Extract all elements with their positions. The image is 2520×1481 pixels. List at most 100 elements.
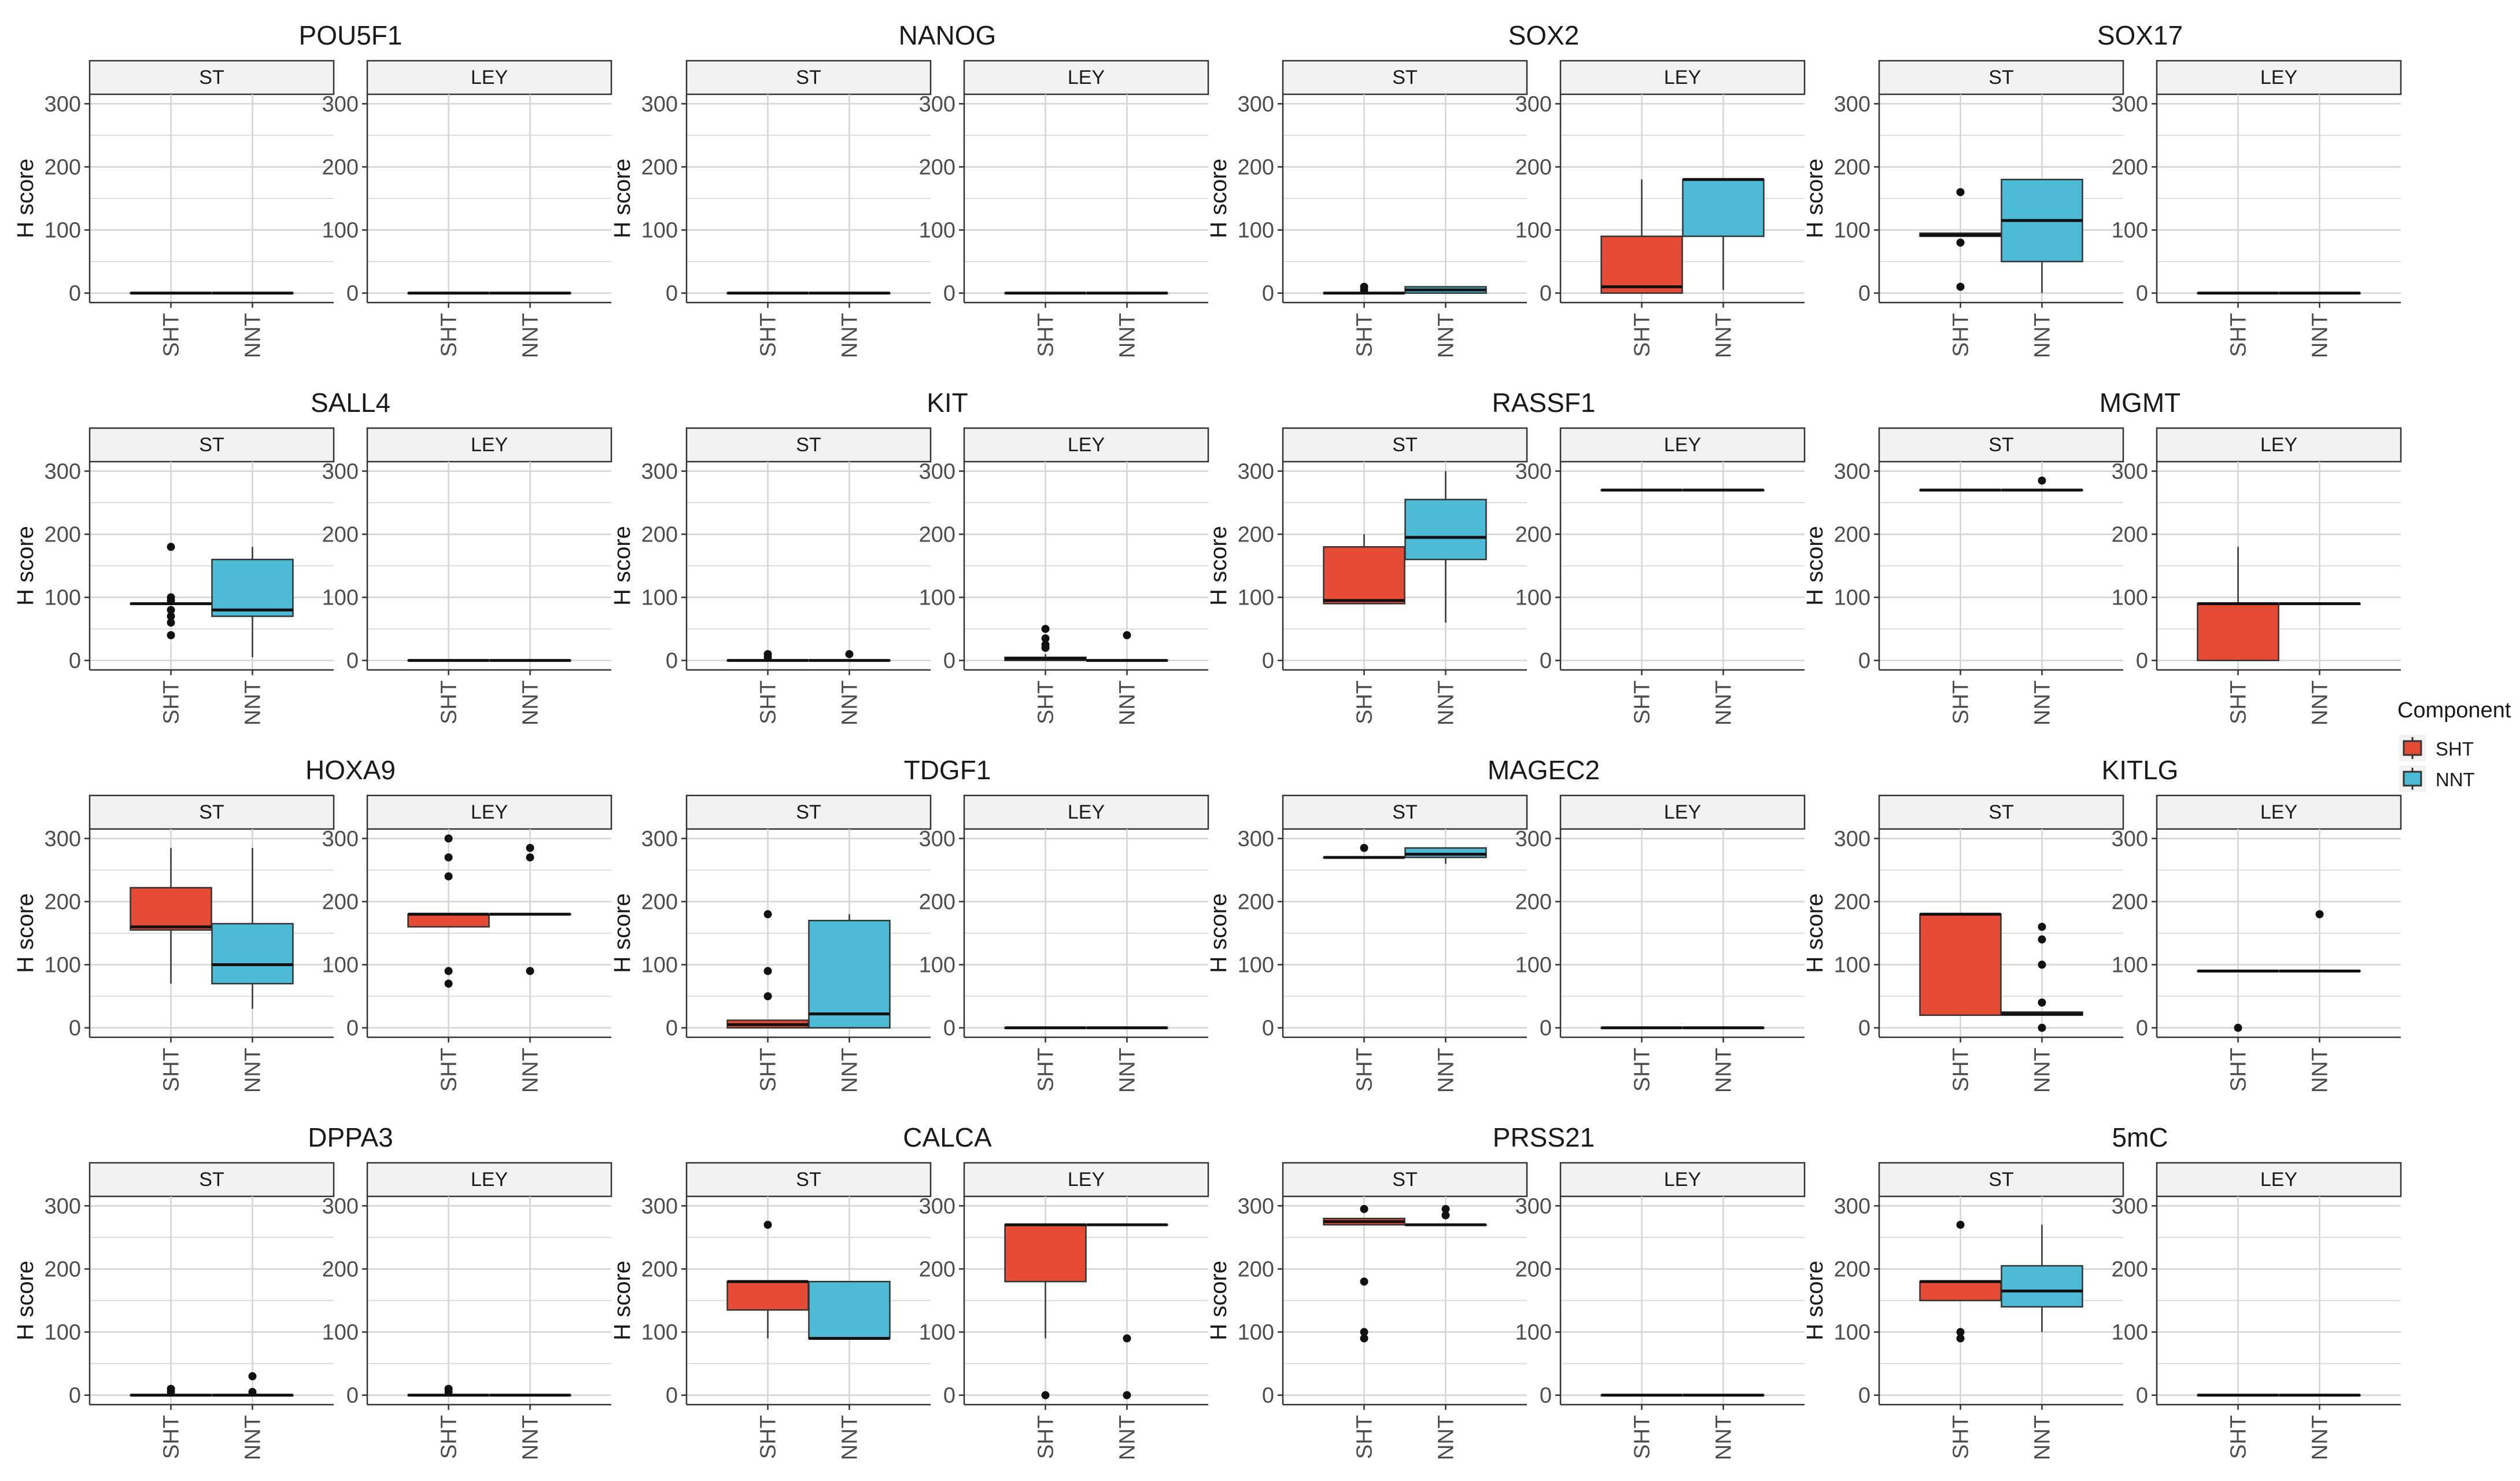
box-nnt <box>489 843 571 975</box>
facet-strip <box>1282 60 1528 95</box>
y-tick-label: 200 <box>919 1257 955 1281</box>
x-tick-label: SHT <box>1949 680 1973 724</box>
x-tick-label: SHT <box>160 313 184 357</box>
x-tick-label: NNT <box>241 1048 265 1093</box>
y-tick-label: 200 <box>2112 1257 2148 1281</box>
facet-strip-label: ST <box>796 1169 821 1191</box>
outlier-point <box>763 653 772 662</box>
facet-st: ST 0 100 200 300 SHT NNT <box>641 60 932 358</box>
facet-strip-label: ST <box>1392 801 1417 823</box>
x-tick-label: SHT <box>1034 313 1058 357</box>
y-tick-label: 300 <box>1238 1194 1274 1218</box>
box-nnt <box>1682 178 1765 290</box>
y-tick-label: 0 <box>943 1016 955 1041</box>
y-tick-label: 100 <box>641 953 678 978</box>
facet-ley: LEY 0 100 200 300 SHT NNT <box>322 794 613 1093</box>
y-tick-label: 200 <box>641 155 678 179</box>
x-tick-label: SHT <box>160 680 184 724</box>
y-tick-label: 0 <box>666 649 678 673</box>
box-sht <box>1004 1223 1087 1399</box>
outlier-point <box>1360 286 1368 294</box>
x-tick-label: NNT <box>2308 680 2332 725</box>
facet-strip <box>366 427 613 463</box>
panel-title: HOXA9 <box>305 755 396 785</box>
x-tick-label: NNT <box>518 680 543 725</box>
facet-strip-label: ST <box>1988 67 2013 89</box>
box-body <box>1919 913 2002 1016</box>
y-tick-label: 200 <box>322 1257 359 1281</box>
facet-strip <box>88 60 335 95</box>
outlier-point <box>1360 1204 1368 1213</box>
x-tick-label: NNT <box>837 1415 862 1460</box>
y-tick-label: 0 <box>346 1384 359 1408</box>
box-nnt <box>1086 292 1168 295</box>
outlier-point <box>526 967 534 975</box>
outlier-point <box>444 1388 453 1397</box>
facet-strip-label: LEY <box>1068 1169 1105 1191</box>
facet-ley: LEY 0 100 200 300 SHT NNT <box>1515 60 1806 358</box>
y-axis-label: H score <box>13 1261 38 1340</box>
facet-strip <box>2156 1162 2402 1198</box>
outlier-point <box>763 967 772 975</box>
panel-title: SOX2 <box>1508 20 1580 50</box>
outlier-point <box>167 543 175 551</box>
facet-strip-label: LEY <box>471 801 508 823</box>
y-tick-label: 200 <box>1834 522 1870 547</box>
box-nnt <box>2278 292 2361 295</box>
y-tick-label: 100 <box>1238 219 1274 243</box>
panel-title: POU5F1 <box>299 20 403 50</box>
facet-strip-label: LEY <box>1664 67 1701 89</box>
y-tick-label: 300 <box>1515 1194 1552 1218</box>
y-tick-label: 0 <box>666 282 678 306</box>
chart-panel-kit: KIT H score ST 0 100 200 300 SHT NNT LEY 0 100 200 30… <box>610 388 1209 725</box>
x-tick-label: SHT <box>160 1415 184 1459</box>
legend-title: Component <box>2397 698 2511 723</box>
y-tick-label: 0 <box>943 1384 955 1408</box>
outlier-point <box>167 612 175 621</box>
y-tick-label: 100 <box>1834 1321 1870 1345</box>
y-tick-label: 100 <box>322 953 359 978</box>
facet-ley: LEY 0 100 200 300 SHT NNT <box>322 1162 613 1460</box>
box-nnt <box>1086 631 1168 662</box>
outlier-point <box>845 650 854 658</box>
facet-strip <box>2156 427 2402 463</box>
y-tick-label: 100 <box>1834 219 1870 243</box>
facet-ley: LEY 0 100 200 300 SHT NNT <box>322 60 613 358</box>
outlier-point <box>763 910 772 919</box>
outlier-point <box>1956 238 1965 247</box>
outlier-point <box>2038 960 2046 969</box>
y-tick-label: 200 <box>919 890 955 914</box>
y-tick-label: 200 <box>1238 1257 1274 1281</box>
box-body <box>1919 1281 2002 1302</box>
panel-title: KIT <box>927 388 968 418</box>
outlier-point <box>444 872 453 881</box>
panel-title: NANOG <box>899 20 997 50</box>
facet-strip-label: ST <box>796 801 821 823</box>
y-tick-label: 0 <box>2136 1384 2148 1408</box>
y-tick-label: 100 <box>1515 586 1552 610</box>
outlier-point <box>1956 188 1965 197</box>
panel-title: PRSS21 <box>1493 1122 1595 1152</box>
outlier-point <box>444 853 453 862</box>
facet-strip <box>1282 427 1528 463</box>
y-tick-label: 0 <box>1540 1384 1552 1408</box>
x-tick-label: SHT <box>437 1415 462 1459</box>
box-body <box>808 919 891 1029</box>
box-sht <box>726 292 809 295</box>
box-body <box>2197 603 2279 661</box>
y-tick-label: 100 <box>1834 953 1870 978</box>
facet-strip <box>685 60 932 95</box>
box-body <box>211 558 294 617</box>
box-nnt <box>1682 488 1765 492</box>
y-tick-label: 300 <box>1515 92 1552 116</box>
box-sht <box>130 1384 212 1397</box>
x-tick-label: SHT <box>2227 313 2251 357</box>
box-nnt <box>1404 1204 1487 1226</box>
facet-strip <box>1878 1162 2124 1198</box>
y-tick-label: 200 <box>322 890 359 914</box>
outlier-point <box>248 1372 257 1380</box>
box-nnt <box>2001 476 2083 492</box>
box-body <box>130 887 212 931</box>
y-tick-label: 200 <box>1834 1257 1870 1281</box>
